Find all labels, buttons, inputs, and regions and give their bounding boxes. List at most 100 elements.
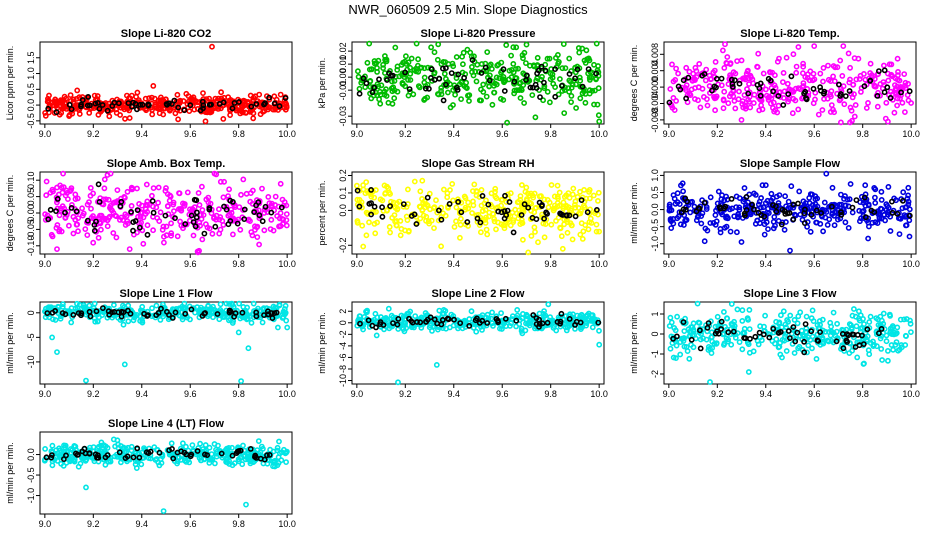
- reference-point: [849, 331, 856, 338]
- data-point: [503, 42, 510, 48]
- reference-point: [139, 101, 146, 108]
- reference-point: [356, 203, 363, 210]
- data-point: [43, 192, 50, 199]
- reference-point: [92, 100, 99, 107]
- outlier-point: [175, 116, 181, 123]
- data-point: [454, 196, 461, 203]
- data-point: [372, 230, 379, 237]
- data-point: [62, 442, 69, 449]
- outlier-point: [126, 246, 133, 252]
- data-point: [712, 59, 719, 65]
- reference-point: [504, 207, 511, 214]
- data-point: [715, 188, 722, 195]
- data-point: [771, 213, 778, 220]
- reference-point: [697, 345, 704, 352]
- data-point: [673, 65, 679, 72]
- data-point: [363, 232, 370, 239]
- data-point: [673, 342, 680, 349]
- data-point: [372, 187, 379, 193]
- data-point: [882, 217, 888, 224]
- y-tick-label: 1.5: [26, 52, 36, 65]
- x-tick-label: 9.0: [39, 259, 52, 269]
- reference-point: [502, 315, 509, 322]
- reference-point: [188, 212, 195, 219]
- data-point: [468, 308, 475, 315]
- data-point: [200, 90, 206, 96]
- data-point: [775, 217, 782, 224]
- data-point: [277, 180, 284, 187]
- data-point: [525, 249, 532, 256]
- data-point: [489, 101, 496, 108]
- reference-point: [881, 89, 888, 96]
- data-point: [797, 309, 804, 316]
- data-point: [449, 180, 456, 187]
- data-point: [525, 190, 531, 197]
- data-point: [46, 304, 52, 310]
- data-point: [140, 240, 147, 247]
- data-point: [729, 205, 735, 212]
- data-point: [444, 194, 451, 201]
- data-point: [79, 212, 86, 219]
- data-point: [528, 200, 535, 207]
- data-point: [791, 211, 798, 218]
- data-point: [259, 319, 266, 326]
- data-point: [408, 55, 415, 62]
- data-point: [373, 332, 380, 339]
- y-axis-label: ml/min per min.: [629, 312, 639, 374]
- data-point: [170, 208, 177, 214]
- data-point: [772, 72, 778, 79]
- data-point: [434, 326, 441, 333]
- reference-point: [458, 209, 465, 216]
- data-point: [103, 196, 109, 203]
- reference-point: [773, 203, 779, 210]
- data-point: [70, 230, 77, 237]
- y-tick-label: 0.1: [338, 187, 348, 200]
- data-point: [113, 234, 120, 241]
- data-point: [215, 206, 222, 213]
- data-point: [670, 192, 677, 198]
- reference-point: [775, 330, 782, 336]
- data-point: [95, 111, 102, 118]
- data-point: [706, 83, 713, 89]
- data-point: [680, 338, 687, 344]
- reference-point: [130, 219, 137, 225]
- reference-point: [53, 208, 59, 214]
- data-point: [784, 80, 791, 87]
- data-point: [503, 199, 510, 205]
- data-point: [458, 199, 465, 206]
- reference-point: [448, 70, 455, 76]
- reference-point: [363, 80, 370, 87]
- data-point: [206, 459, 213, 466]
- data-point: [734, 306, 741, 313]
- data-point: [206, 456, 213, 463]
- data-point: [152, 456, 159, 463]
- data-point: [68, 185, 75, 191]
- data-point: [202, 442, 209, 448]
- data-point: [100, 450, 106, 457]
- data-point: [440, 59, 447, 65]
- x-tick-label: 9.4: [760, 389, 773, 399]
- reference-point: [541, 215, 547, 222]
- reference-point: [229, 198, 236, 205]
- reference-point: [461, 74, 467, 81]
- data-point: [514, 312, 521, 319]
- data-point: [75, 463, 82, 470]
- data-point: [863, 105, 870, 111]
- data-point: [721, 88, 728, 95]
- data-point: [258, 443, 265, 450]
- data-point: [223, 300, 230, 307]
- data-point: [890, 346, 896, 353]
- data-point: [846, 350, 853, 356]
- data-point: [762, 182, 769, 189]
- reference-point: [513, 317, 520, 324]
- data-point: [897, 316, 904, 323]
- reference-point: [73, 450, 79, 457]
- data-point: [452, 91, 458, 98]
- reference-point: [533, 85, 540, 91]
- data-point: [812, 96, 818, 103]
- x-tick-label: 9.0: [351, 259, 364, 269]
- data-points: [353, 177, 602, 256]
- data-point: [810, 70, 817, 77]
- data-point: [245, 100, 251, 107]
